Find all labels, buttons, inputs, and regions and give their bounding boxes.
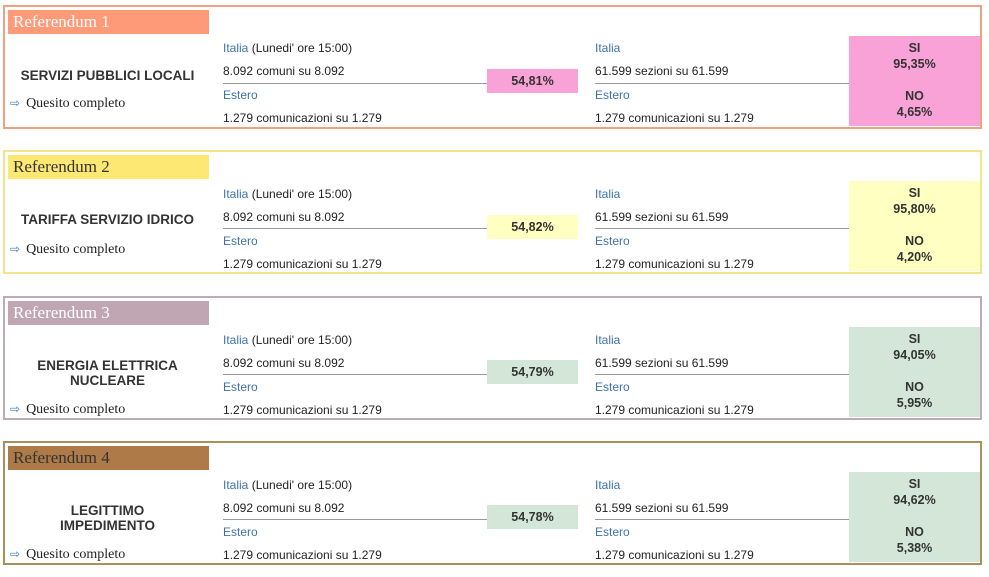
estero-label: Estero	[223, 234, 258, 248]
referendum-tab: Referendum 2	[8, 155, 209, 179]
referendum-title: TARIFFA SERVIZIO IDRICO	[20, 212, 194, 227]
estero-label: Estero	[223, 88, 258, 102]
sezioni-count: 61.599 sezioni su 61.599	[595, 356, 729, 370]
italia-sezioni-label: Italia	[595, 187, 621, 201]
arrow-right-icon: ⇨	[10, 96, 21, 110]
divider	[595, 228, 849, 229]
referendum-tab: Referendum 4	[8, 446, 209, 470]
estero-label: Estero	[223, 525, 258, 539]
comunicazioni-count: 1.279 comunicazioni su 1.279	[223, 548, 382, 562]
si-value: 94,05%	[893, 348, 936, 362]
referendum-title: ENERGIA ELETTRICA NUCLEARE	[37, 358, 178, 388]
divider	[595, 83, 849, 84]
sezioni-count: 61.599 sezioni su 61.599	[595, 64, 729, 78]
results-box: SI 95,80% NO 4,20%	[849, 181, 980, 271]
no-value: 4,65%	[896, 105, 933, 119]
estero-label: Estero	[595, 525, 630, 539]
affluenza-value: 54,81%	[487, 69, 578, 93]
arrow-right-icon: ⇨	[10, 547, 21, 561]
arrow-right-icon: ⇨	[10, 242, 21, 256]
comunicazioni-count: 1.279 comunicazioni su 1.279	[595, 403, 754, 417]
referendum-title: LEGITTIMO IMPEDIMENTO	[59, 503, 155, 533]
divider	[223, 519, 487, 520]
divider	[223, 228, 487, 229]
sezioni-count: 61.599 sezioni su 61.599	[595, 210, 729, 224]
si-value: 95,35%	[893, 57, 936, 71]
arrow-right-icon: ⇨	[10, 402, 21, 416]
italia-comuni-label: Italia (Lunedi' ore 15:00)	[223, 41, 353, 55]
no-value: 4,20%	[896, 250, 933, 264]
divider	[595, 374, 849, 375]
comuni-count: 8.092 comuni su 8.092	[223, 356, 345, 370]
italia-sezioni-label: Italia	[595, 333, 621, 347]
comunicazioni-count: 1.279 comunicazioni su 1.279	[223, 257, 382, 271]
italia-sezioni-label: Italia	[595, 41, 621, 55]
comuni-count: 8.092 comuni su 8.092	[223, 210, 345, 224]
referendum-tab: Referendum 1	[8, 10, 209, 34]
sezioni-count: 61.599 sezioni su 61.599	[595, 501, 729, 515]
no-value: 5,95%	[896, 396, 933, 410]
quesito-completo-link[interactable]: ⇨ Quesito completo	[10, 96, 126, 111]
estero-label: Estero	[595, 88, 630, 102]
italia-sezioni-label: Italia	[595, 478, 621, 492]
referendum-title: SERVIZI PUBBLICI LOCALI	[20, 68, 195, 83]
comunicazioni-count: 1.279 comunicazioni su 1.279	[595, 111, 754, 125]
results-box: SI 95,35% NO 4,65%	[849, 36, 980, 126]
results-box: SI 94,05% NO 5,95%	[849, 327, 980, 417]
quesito-completo-link[interactable]: ⇨ Quesito completo	[10, 402, 126, 417]
si-value: 94,62%	[893, 493, 936, 507]
divider	[595, 519, 849, 520]
no-value: 5,38%	[896, 541, 933, 555]
divider	[223, 83, 487, 84]
results-box: SI 94,62% NO 5,38%	[849, 472, 980, 562]
referendum-tab: Referendum 3	[8, 301, 209, 325]
si-value: 95,80%	[893, 202, 936, 216]
comuni-count: 8.092 comuni su 8.092	[223, 64, 345, 78]
comunicazioni-count: 1.279 comunicazioni su 1.279	[223, 111, 382, 125]
referendum-card: Referendum 1 SERVIZI PUBBLICI LOCALI ⇨ Qu…	[3, 5, 982, 129]
quesito-completo-link[interactable]: ⇨ Quesito completo	[10, 242, 126, 257]
referendum-card: Referendum 3 ENERGIA ELETTRICA NUCLEARE ⇨…	[3, 296, 982, 420]
quesito-completo-link[interactable]: ⇨ Quesito completo	[10, 547, 126, 562]
divider	[223, 374, 487, 375]
comunicazioni-count: 1.279 comunicazioni su 1.279	[595, 548, 754, 562]
affluenza-value: 54,78%	[487, 505, 578, 529]
comunicazioni-count: 1.279 comunicazioni su 1.279	[223, 403, 382, 417]
referendum-card: Referendum 4 LEGITTIMO IMPEDIMENTO ⇨ Quesi…	[3, 441, 982, 565]
estero-label: Estero	[223, 380, 258, 394]
italia-comuni-label: Italia (Lunedi' ore 15:00)	[223, 478, 353, 492]
italia-comuni-label: Italia (Lunedi' ore 15:00)	[223, 333, 353, 347]
estero-label: Estero	[595, 380, 630, 394]
referendum-card: Referendum 2 TARIFFA SERVIZIO IDRICO ⇨ Qu…	[3, 150, 982, 274]
affluenza-value: 54,79%	[487, 360, 578, 384]
italia-comuni-label: Italia (Lunedi' ore 15:00)	[223, 187, 353, 201]
comunicazioni-count: 1.279 comunicazioni su 1.279	[595, 257, 754, 271]
comuni-count: 8.092 comuni su 8.092	[223, 501, 345, 515]
estero-label: Estero	[595, 234, 630, 248]
affluenza-value: 54,82%	[487, 215, 578, 239]
